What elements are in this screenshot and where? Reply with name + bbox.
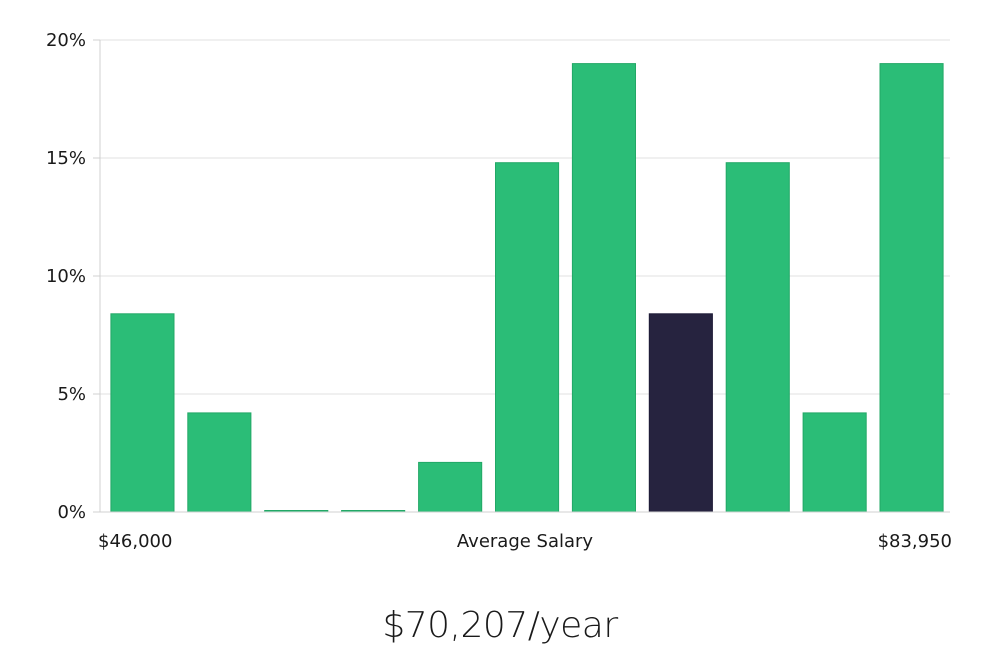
bars [110,63,944,513]
y-tick-label: 0% [57,502,86,523]
bar [418,461,483,513]
y-tick-label: 15% [46,148,86,169]
y-tick-label: 20% [46,30,86,51]
y-tick-label: 10% [46,266,86,287]
bar [110,313,175,513]
x-min-label: $46,000 [98,531,172,552]
x-max-label: $83,950 [878,531,952,552]
bar [495,162,560,513]
bar [802,412,867,513]
x-axis-title: Average Salary [457,531,594,552]
average-salary-value: $70,207/year [382,605,618,646]
y-axis-ticks: 0% 5% 10% 15% 20% [46,30,100,523]
bar [571,63,637,513]
bar-highlighted [648,313,713,513]
bar [725,162,790,513]
salary-histogram: 0% 5% 10% 15% 20% $46,000 Average Salary $83… [46,30,952,552]
bar [879,63,944,513]
bar [187,412,252,513]
y-tick-label: 5% [57,384,86,405]
